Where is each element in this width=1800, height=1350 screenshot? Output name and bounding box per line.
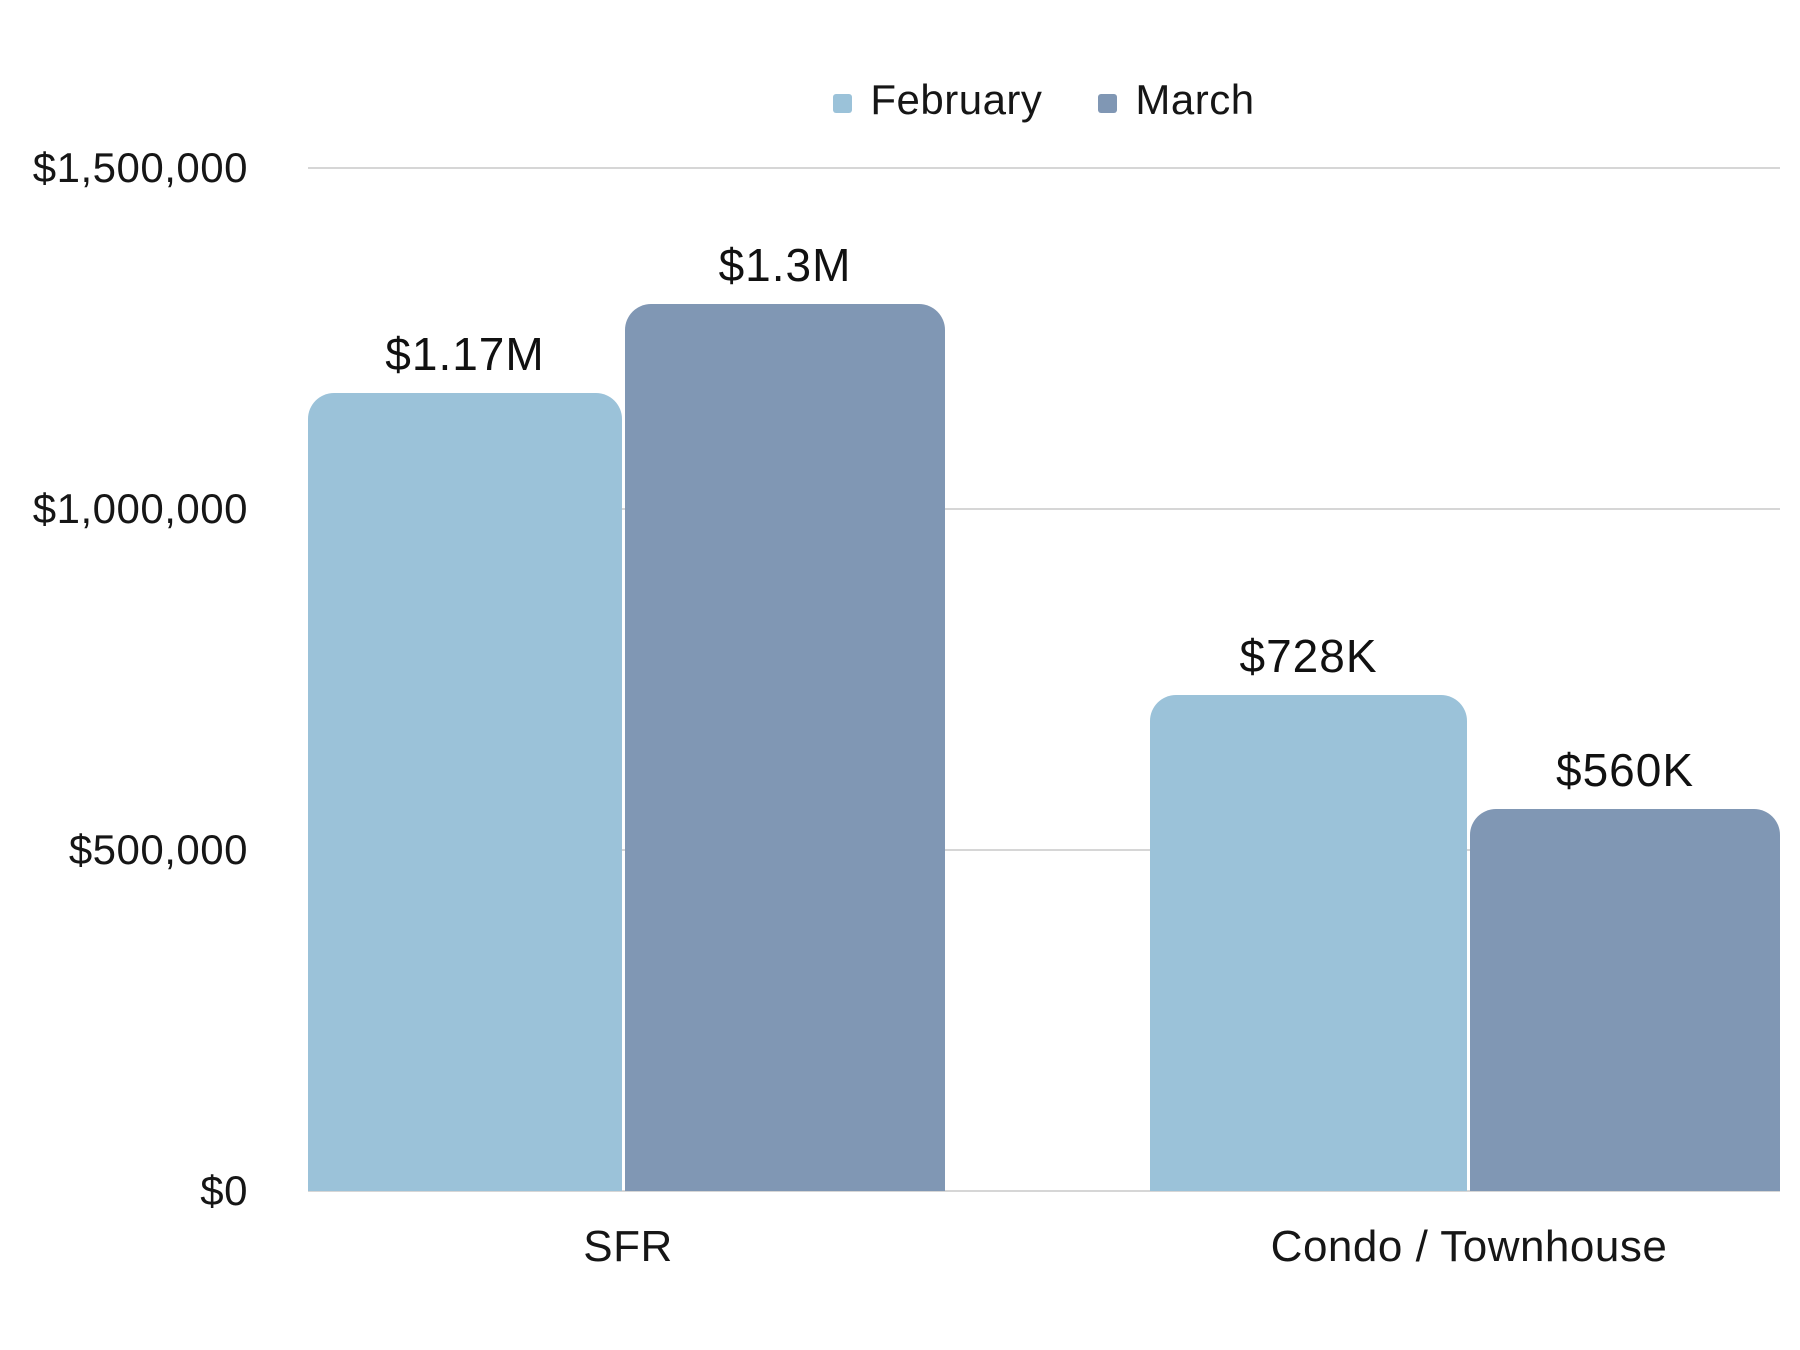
bar-cell-february-sfr: $1.17M bbox=[308, 168, 622, 1191]
gridline-1000000 bbox=[308, 508, 1780, 510]
bar-value-march-condo: $560K bbox=[1555, 744, 1694, 797]
legend-label-february: February bbox=[870, 76, 1043, 123]
y-tick-500000: $500,000 bbox=[68, 826, 248, 873]
y-tick-0: $0 bbox=[200, 1167, 248, 1214]
chart-legend: February March bbox=[308, 70, 1780, 130]
bar-march-condo[interactable] bbox=[1470, 809, 1780, 1191]
y-tick-1000000: $1,000,000 bbox=[32, 485, 248, 532]
legend-label-march: March bbox=[1135, 76, 1255, 123]
plot-area: $1.17M $1.3M $728K $560K bbox=[308, 167, 1780, 1192]
bar-cell-march-sfr: $1.3M bbox=[625, 168, 945, 1191]
x-label-condo-townhouse: Condo / Townhouse bbox=[1270, 1222, 1668, 1271]
bar-february-sfr[interactable] bbox=[308, 393, 622, 1191]
legend-swatch-march-icon bbox=[1098, 93, 1118, 113]
legend-item-march: March bbox=[1098, 76, 1254, 124]
bar-cell-march-condo: $560K bbox=[1470, 168, 1780, 1191]
bar-cell-february-condo: $728K bbox=[1150, 168, 1467, 1191]
y-tick-1500000: $1,500,000 bbox=[32, 144, 248, 191]
bar-march-sfr[interactable] bbox=[625, 304, 945, 1191]
bar-value-february-condo: $728K bbox=[1239, 629, 1378, 682]
gridline-0 bbox=[308, 1190, 1780, 1192]
bar-value-february-sfr: $1.17M bbox=[385, 328, 545, 381]
bar-february-condo[interactable] bbox=[1150, 694, 1467, 1191]
x-label-sfr: SFR bbox=[583, 1222, 673, 1271]
gridline-500000 bbox=[308, 849, 1780, 851]
legend-swatch-february-icon bbox=[833, 93, 853, 113]
bar-value-march-sfr: $1.3M bbox=[718, 239, 852, 292]
gridline-1500000 bbox=[308, 167, 1780, 169]
y-axis: $1,500,000 $1,000,000 $500,000 $0 bbox=[0, 144, 256, 1214]
legend-item-february: February bbox=[833, 76, 1042, 124]
